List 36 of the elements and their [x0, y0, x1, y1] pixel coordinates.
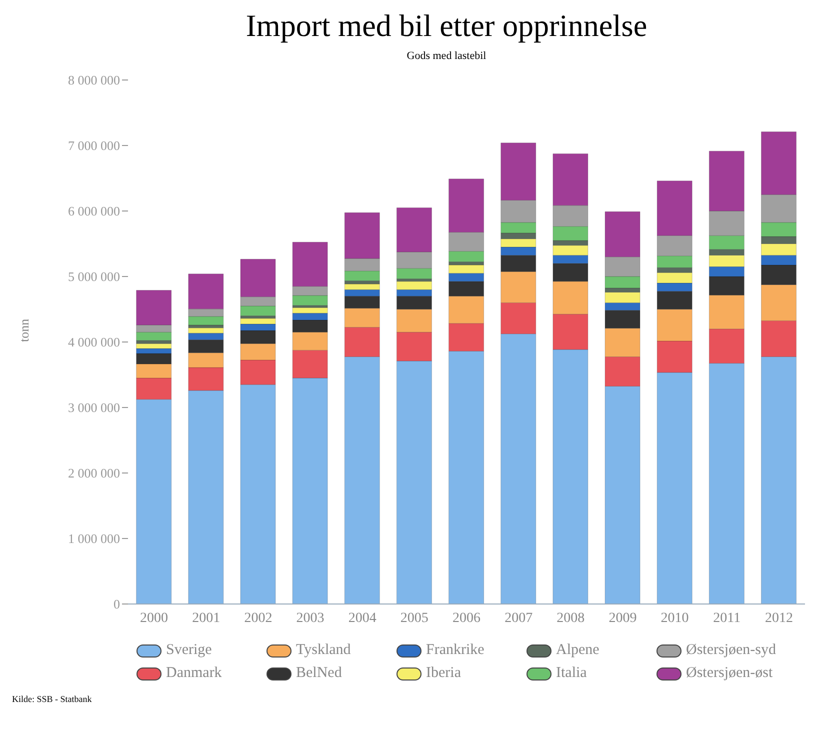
y-tick-label: 6 000 000 — [68, 204, 120, 219]
x-tick-label: 2012 — [764, 610, 793, 626]
legend-label: Østersjøen-syd — [686, 642, 776, 659]
y-tick-label: 3 000 000 — [68, 400, 120, 416]
text: Kilde: SSB - Statbank — [12, 694, 93, 704]
legend-label: Frankrike — [426, 642, 484, 659]
chart-subtitle: Gods med lastebil — [406, 50, 488, 62]
x-tick-label: 2011 — [713, 610, 741, 626]
y-tick-label: 2 000 000 — [68, 466, 120, 481]
legend-label: BelNed — [296, 665, 342, 682]
legend-label: Tyskland — [296, 642, 351, 659]
legend-label: Italia — [556, 665, 587, 682]
y-tick-label: 8 000 000 — [68, 72, 120, 88]
y-tick-label: 0 — [114, 596, 120, 612]
y-tick-label: 4 000 000 — [68, 334, 120, 350]
x-tick-label: 2009 — [608, 610, 637, 626]
x-tick-label: 2003 — [296, 610, 324, 626]
legend-label: Alpene — [556, 642, 600, 659]
x-tick-label: 2010 — [660, 610, 689, 626]
y-tick-label: 5 000 000 — [68, 269, 120, 284]
x-tick-label: 2005 — [400, 610, 428, 626]
legend-label: Østersjøen-øst — [686, 665, 773, 682]
legend-label: Danmark — [166, 665, 222, 682]
x-tick-label: 2007 — [504, 610, 533, 626]
legend-label: Iberia — [426, 665, 461, 682]
chart-title: Import med bil etter opprinnelse — [244, 8, 648, 44]
x-tick-label: 2008 — [556, 610, 585, 626]
legend-label: Sverige — [166, 642, 212, 659]
y-axis-title: tonn — [16, 318, 32, 342]
x-tick-label: 2000 — [140, 610, 168, 626]
x-tick-label: 2004 — [348, 610, 376, 626]
x-tick-label: 2001 — [192, 610, 220, 626]
x-tick-label: 2002 — [244, 610, 272, 626]
y-tick-label: 7 000 000 — [68, 138, 120, 154]
x-tick-label: 2006 — [452, 610, 480, 626]
y-tick-label: 1 000 000 — [68, 531, 120, 546]
